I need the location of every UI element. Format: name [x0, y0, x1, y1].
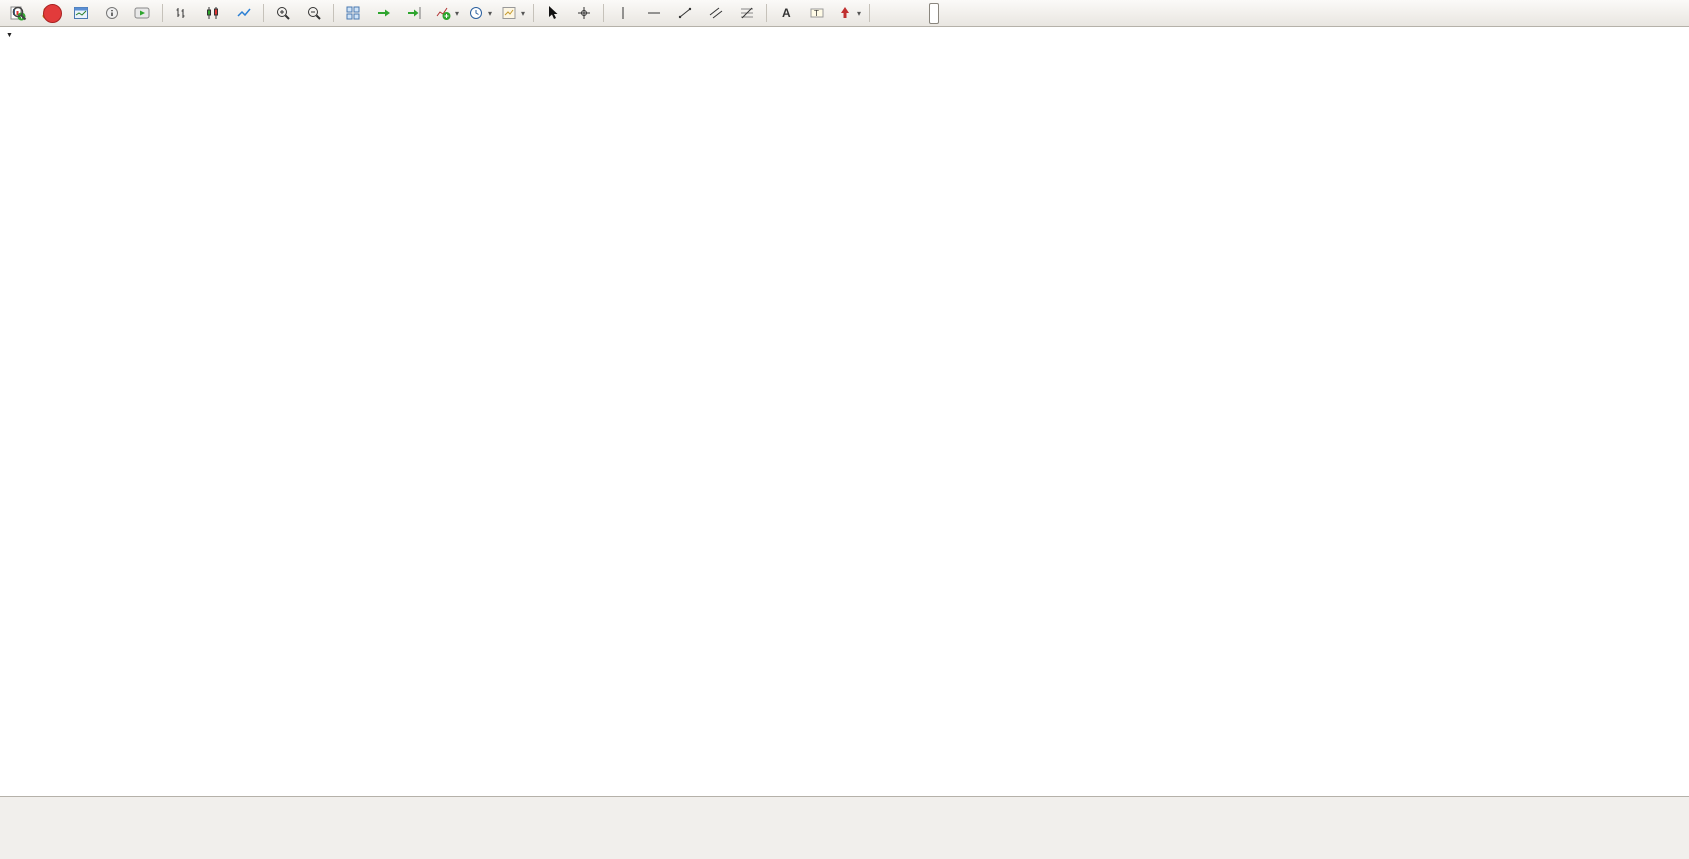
chart-dropdown-triangle-icon[interactable]: ▼: [6, 32, 13, 39]
svg-text:T: T: [814, 9, 819, 18]
fibonacci-tool-button[interactable]: [732, 1, 762, 25]
dropdown-caret-icon: ▾: [488, 8, 493, 18]
zoom-out-button[interactable]: [299, 1, 329, 25]
auto-scroll-icon: [378, 9, 390, 17]
candle-chart-icon: [207, 7, 218, 19]
toolbar-separator: [162, 4, 163, 22]
crosshair-icon: [578, 7, 591, 19]
search-button[interactable]: [4, 1, 34, 25]
dropdown-caret-icon: ▾: [455, 8, 460, 18]
cursor-icon: [549, 6, 558, 19]
vertical-line-icon: [622, 7, 624, 19]
text-tool-button[interactable]: A: [771, 1, 801, 25]
auto-scroll-button[interactable]: [369, 1, 399, 25]
vertical-line-tool-button[interactable]: [608, 1, 638, 25]
toolbar-separator: [603, 4, 605, 22]
indicators-icon: [436, 7, 451, 20]
periods-clock-icon: [470, 7, 483, 19]
chart-title: ▼: [6, 30, 16, 41]
trendline-tool-button[interactable]: [670, 1, 700, 25]
toolbar-right-tools: [4, 1, 62, 25]
cursor-tool-button[interactable]: [538, 1, 568, 25]
tile-windows-icon: [346, 6, 360, 20]
indicators-button[interactable]: ▾: [431, 1, 463, 25]
arrows-tool-button[interactable]: ▾: [833, 1, 865, 25]
toolbar-separator: [263, 4, 264, 22]
bottom-strip: [0, 796, 1689, 859]
periods-button[interactable]: ▾: [464, 1, 496, 25]
text-label-icon: T: [810, 8, 824, 18]
tile-windows-button[interactable]: [338, 1, 368, 25]
bar-chart-mode-button[interactable]: [167, 1, 197, 25]
timeframe-m1-button[interactable]: [874, 3, 884, 24]
toolbar-separator: [333, 4, 334, 22]
market-watch-button[interactable]: [66, 1, 96, 25]
timeframe-m30-button[interactable]: [907, 3, 917, 24]
label-tool-button[interactable]: T: [802, 1, 832, 25]
notification-badge[interactable]: [43, 3, 62, 23]
chart-shift-icon: [408, 7, 421, 19]
toolbar: ▾ ▾ ▾: [0, 0, 1689, 27]
dropdown-caret-icon: ▾: [857, 8, 862, 18]
fibonacci-icon: [741, 7, 754, 19]
timeframe-w1-button[interactable]: [951, 3, 961, 24]
zoom-out-icon: [308, 7, 321, 20]
dropdown-caret-icon: ▾: [521, 8, 526, 18]
info-icon: [106, 7, 118, 19]
channel-icon: [709, 7, 723, 19]
autotrading-button[interactable]: [128, 1, 158, 25]
chart-shift-button[interactable]: [400, 1, 430, 25]
market-watch-icon: [74, 7, 88, 19]
crosshair-tool-button[interactable]: [569, 1, 599, 25]
timeframe-m5-button[interactable]: [885, 3, 895, 24]
toolbar-separator: [766, 4, 768, 22]
templates-icon: [502, 7, 516, 19]
zoom-in-icon: [277, 7, 290, 20]
toolbar-separator: [869, 4, 871, 22]
info-button[interactable]: [97, 1, 127, 25]
timeframe-h1-button[interactable]: [918, 3, 928, 24]
toolbar-separator: [533, 4, 535, 22]
templates-button[interactable]: ▾: [497, 1, 529, 25]
zoom-in-button[interactable]: [268, 1, 298, 25]
timeframe-h4-button[interactable]: [929, 2, 940, 24]
autotrading-icon: [134, 7, 149, 19]
arrow-object-icon: [841, 7, 850, 18]
horizontal-line-icon: [648, 12, 661, 14]
price-chart[interactable]: [0, 27, 1689, 796]
line-chart-icon: [237, 8, 251, 17]
text-icon: A: [782, 6, 791, 20]
timeframe-d1-button[interactable]: [940, 3, 950, 24]
svg-text:A: A: [782, 6, 791, 20]
line-chart-mode-button[interactable]: [229, 1, 259, 25]
bar-chart-icon: [176, 8, 185, 18]
channel-tool-button[interactable]: [701, 1, 731, 25]
timeframe-m15-button[interactable]: [896, 3, 906, 24]
search-icon: [12, 6, 27, 21]
timeframe-mn-button[interactable]: [962, 3, 972, 24]
candle-chart-mode-button[interactable]: [198, 1, 228, 25]
trendline-icon: [678, 7, 692, 19]
horizontal-line-tool-button[interactable]: [639, 1, 669, 25]
